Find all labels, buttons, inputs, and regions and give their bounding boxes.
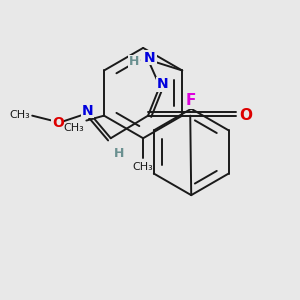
Text: N: N [157,77,169,91]
Text: CH₃: CH₃ [64,122,84,133]
Text: H: H [129,55,140,68]
Text: CH₃: CH₃ [133,162,154,172]
Text: O: O [240,108,253,123]
Text: N: N [144,51,156,65]
Text: F: F [186,93,196,108]
Text: CH₃: CH₃ [10,110,30,120]
Text: H: H [113,147,124,161]
Text: N: N [81,104,93,118]
Text: O: O [52,116,64,130]
